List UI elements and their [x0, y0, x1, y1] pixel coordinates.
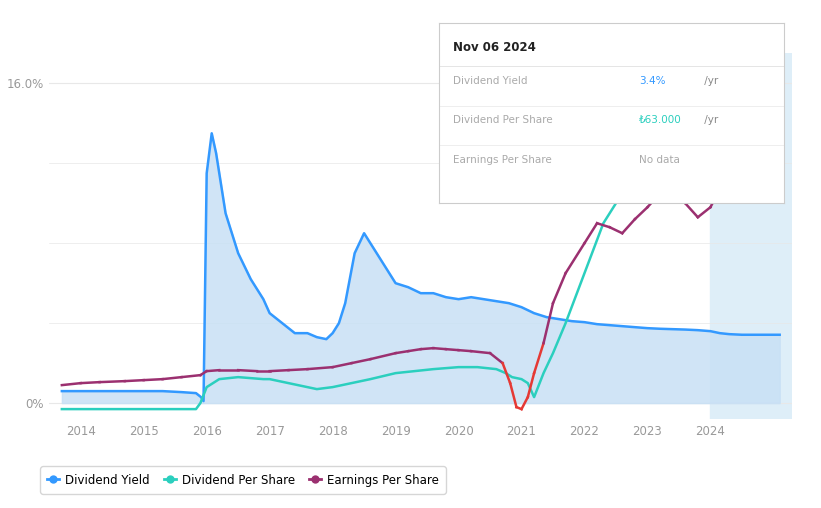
Text: Earnings Per Share: Earnings Per Share [453, 155, 552, 165]
Text: /yr: /yr [701, 115, 718, 125]
Text: Nov 06 2024: Nov 06 2024 [453, 41, 536, 54]
Text: Dividend Per Share: Dividend Per Share [453, 115, 553, 125]
Bar [710, 53, 792, 419]
Legend: Dividend Yield, Dividend Per Share, Earnings Per Share: Dividend Yield, Dividend Per Share, Earn… [40, 466, 446, 494]
Text: Past: Past [715, 88, 738, 99]
Text: /yr: /yr [701, 76, 718, 85]
Text: 3.4%: 3.4% [640, 76, 666, 85]
Text: No data: No data [640, 155, 680, 165]
Text: ₺63.000: ₺63.000 [640, 115, 682, 125]
Text: Dividend Yield: Dividend Yield [453, 76, 528, 85]
